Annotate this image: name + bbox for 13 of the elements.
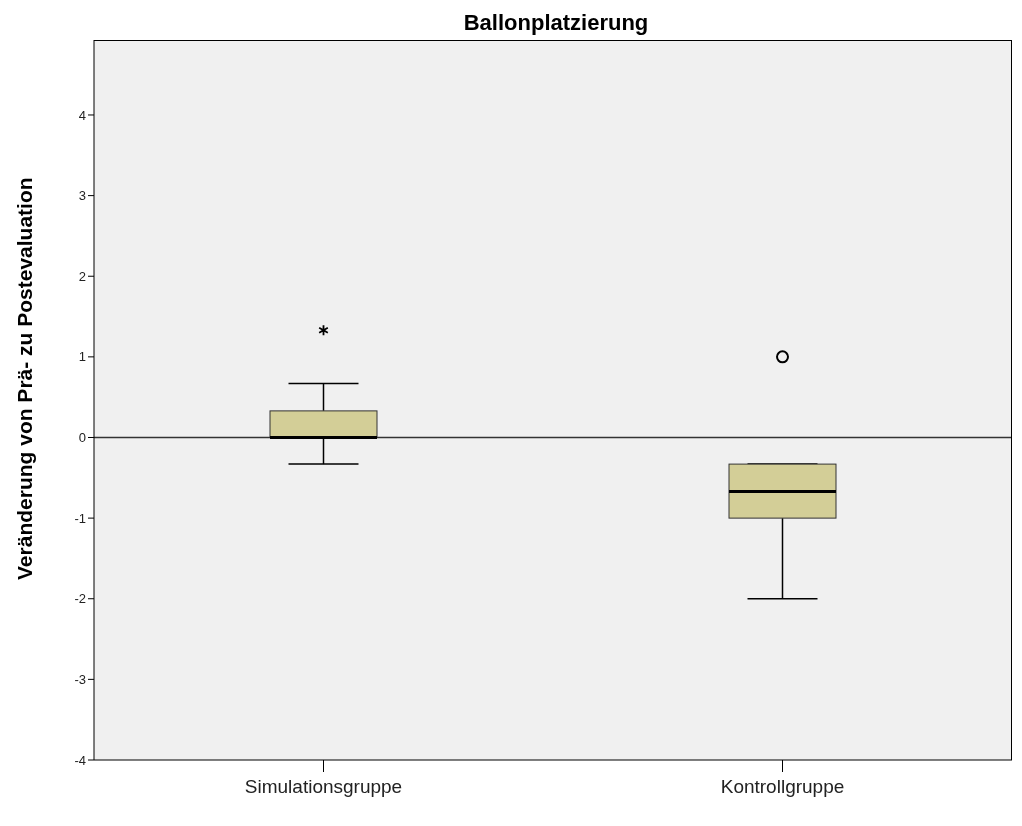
y-tick-label: 4	[78, 107, 86, 123]
y-tick-label: -2	[74, 591, 86, 607]
y-tick-label: 3	[78, 188, 86, 204]
y-tick-label: -4	[74, 752, 86, 768]
y-tick-label: 1	[78, 349, 86, 365]
y-tick-label: 0	[78, 430, 86, 446]
y-tick-label: -1	[74, 510, 86, 526]
x-tick-label: Simulationsgruppe	[244, 776, 403, 798]
y-tick-label: -3	[74, 671, 86, 687]
chart-title: Ballonplatzierung	[462, 10, 650, 36]
x-tick-label: Kontrollgruppe	[720, 776, 845, 798]
y-tick-label: 2	[78, 268, 86, 284]
y-axis-title: Veränderung von Prä- zu Postevaluation	[13, 177, 37, 580]
